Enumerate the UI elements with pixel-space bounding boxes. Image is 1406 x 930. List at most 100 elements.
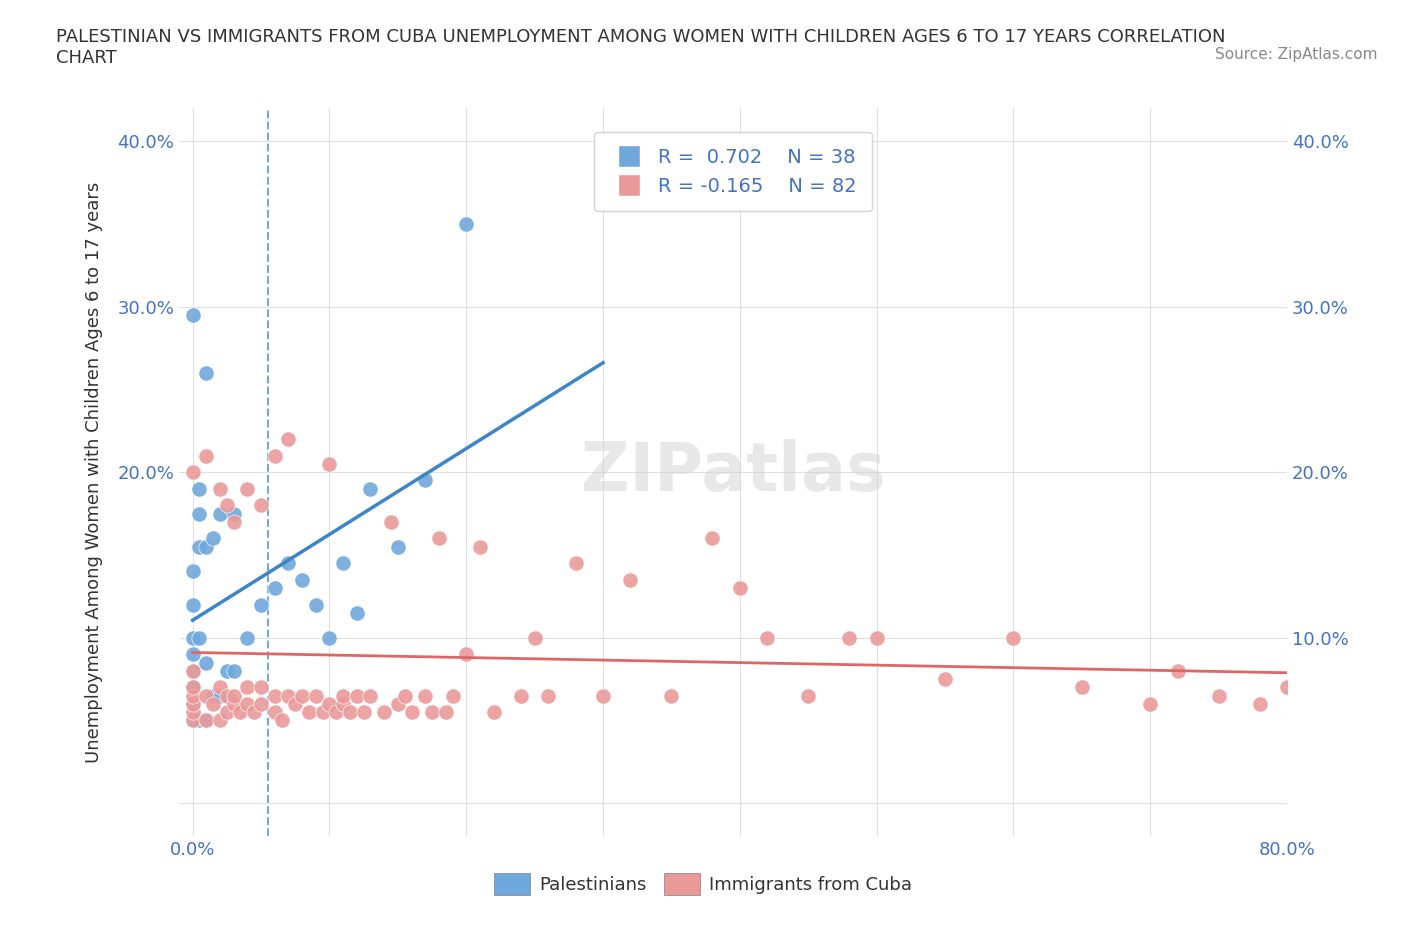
Point [208, 506, 231, 521]
Point [236, 482, 259, 497]
Point [181, 713, 204, 728]
Point [181, 308, 204, 323]
Point [222, 506, 245, 521]
Text: ZIPatlas: ZIPatlas [581, 439, 886, 505]
Point [339, 705, 361, 720]
Point [1167, 663, 1189, 678]
Point [195, 365, 218, 380]
Point [181, 697, 204, 711]
Point [229, 705, 252, 720]
Text: Source: ZipAtlas.com: Source: ZipAtlas.com [1215, 46, 1378, 61]
Point [222, 697, 245, 711]
Point [866, 631, 889, 645]
Point [359, 482, 381, 497]
Point [1139, 697, 1161, 711]
Point [702, 531, 724, 546]
Text: PALESTINIAN VS IMMIGRANTS FROM CUBA UNEMPLOYMENT AMONG WOMEN WITH CHILDREN AGES : PALESTINIAN VS IMMIGRANTS FROM CUBA UNEM… [56, 28, 1226, 67]
Point [277, 432, 299, 446]
Point [208, 713, 231, 728]
Point [208, 680, 231, 695]
Point [387, 697, 409, 711]
Point [222, 514, 245, 529]
Point [1208, 688, 1230, 703]
Point [305, 688, 328, 703]
Point [413, 688, 436, 703]
Point [195, 713, 218, 728]
Point [592, 688, 614, 703]
Point [537, 688, 560, 703]
Point [284, 697, 307, 711]
Point [181, 705, 204, 720]
Point [661, 688, 683, 703]
Point [181, 565, 204, 579]
Point [420, 705, 443, 720]
Point [263, 448, 285, 463]
Point [353, 705, 375, 720]
Point [332, 556, 354, 571]
Point [311, 705, 333, 720]
Point [318, 697, 340, 711]
Point [332, 697, 354, 711]
Point [728, 580, 751, 595]
Point [222, 688, 245, 703]
Point [236, 631, 259, 645]
Point [181, 713, 204, 728]
Point [250, 680, 273, 695]
Point [202, 688, 225, 703]
Point [188, 631, 211, 645]
Point [619, 572, 641, 587]
Point [291, 572, 314, 587]
Point [564, 556, 586, 571]
Point [188, 539, 211, 554]
Point [456, 217, 478, 232]
Point [380, 514, 402, 529]
Legend: R =  0.702    N = 38, R = -0.165    N = 82: R = 0.702 N = 38, R = -0.165 N = 82 [593, 132, 872, 211]
Point [523, 631, 546, 645]
Point [1249, 697, 1271, 711]
Point [250, 498, 273, 512]
Point [181, 663, 204, 678]
Point [215, 663, 238, 678]
Point [181, 680, 204, 695]
Point [250, 597, 273, 612]
Point [332, 688, 354, 703]
Legend: Palestinians, Immigrants from Cuba: Palestinians, Immigrants from Cuba [486, 866, 920, 902]
Point [181, 688, 204, 703]
Point [797, 688, 820, 703]
Point [215, 498, 238, 512]
Point [250, 697, 273, 711]
Point [1002, 631, 1025, 645]
Point [427, 531, 450, 546]
Point [277, 556, 299, 571]
Point [215, 705, 238, 720]
Point [373, 705, 395, 720]
Point [195, 448, 218, 463]
Point [208, 482, 231, 497]
Point [188, 482, 211, 497]
Y-axis label: Unemployment Among Women with Children Ages 6 to 17 years: Unemployment Among Women with Children A… [86, 181, 103, 763]
Point [298, 705, 321, 720]
Point [441, 688, 464, 703]
Point [387, 539, 409, 554]
Point [456, 646, 478, 661]
Point [181, 663, 204, 678]
Point [318, 631, 340, 645]
Point [208, 688, 231, 703]
Point [202, 697, 225, 711]
Point [413, 473, 436, 488]
Point [838, 631, 860, 645]
Point [291, 688, 314, 703]
Point [243, 705, 266, 720]
Point [188, 506, 211, 521]
Point [394, 688, 416, 703]
Point [1070, 680, 1092, 695]
Point [181, 646, 204, 661]
Point [195, 688, 218, 703]
Point [263, 580, 285, 595]
Point [181, 465, 204, 480]
Point [270, 713, 292, 728]
Point [305, 597, 328, 612]
Point [181, 631, 204, 645]
Point [215, 688, 238, 703]
Point [181, 697, 204, 711]
